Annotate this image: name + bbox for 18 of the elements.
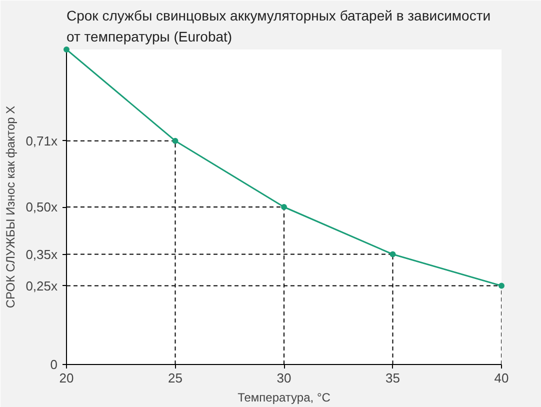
y-tick-label: 0 bbox=[50, 357, 58, 372]
y-tick-label: 0,71x bbox=[26, 133, 58, 148]
x-tick-label: 35 bbox=[386, 370, 400, 386]
point bbox=[498, 282, 504, 289]
y-tick-label: 0,35x bbox=[26, 246, 58, 262]
y-axis-title: СРОК СЛУЖБЫ Износ как фактор X bbox=[4, 106, 18, 308]
x-tick-label: 25 bbox=[168, 370, 182, 386]
x-tick-label: 20 bbox=[59, 370, 74, 386]
point bbox=[281, 204, 287, 210]
point bbox=[390, 251, 396, 258]
y-tick-label: 0,50x bbox=[26, 200, 58, 214]
chart-title: Срок службы свинцовых аккумуляторных батарей в зависимости от температуры (Eurobat) bbox=[66, 8, 491, 44]
x-tick-label: 30 bbox=[276, 370, 292, 386]
point bbox=[64, 46, 70, 52]
x-tick-label: 40 bbox=[494, 370, 509, 386]
x-axis-title: Температура, °C bbox=[238, 390, 331, 404]
point bbox=[172, 138, 178, 144]
y-tick-label: 0,25x bbox=[26, 278, 58, 294]
